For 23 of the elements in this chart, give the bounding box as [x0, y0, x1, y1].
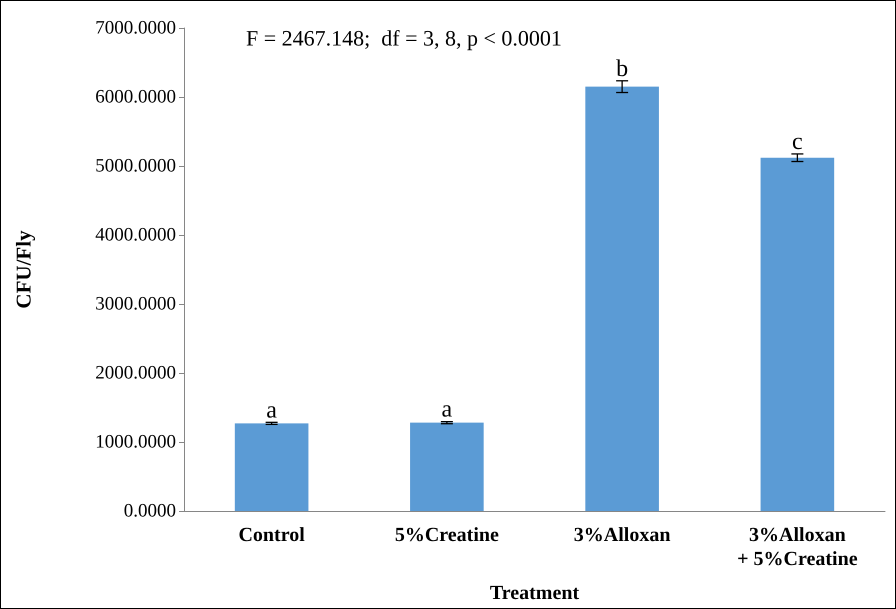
y-tick-label: 6000.0000 [95, 86, 176, 108]
y-tick-label: 5000.0000 [95, 156, 176, 176]
y-axis-title: CFU/Fly [12, 230, 36, 309]
annotation: a [442, 396, 453, 423]
annotation: a [266, 397, 278, 424]
x-axis-title: Treatment [490, 582, 580, 604]
bar [234, 423, 308, 511]
y-tick-label: 3000.0000 [95, 294, 176, 314]
annotation: c [792, 128, 803, 155]
x-tick-label: Control [238, 524, 306, 546]
annotation: F = 2467.148; df = 3, 8, p < 0.0001 [246, 26, 562, 50]
annotation: b [616, 56, 628, 82]
y-tick-label: 1000.0000 [95, 432, 176, 452]
bar [760, 158, 834, 511]
x-tick-label: 3%Alloxan + 5%Creatine [737, 524, 858, 570]
bar [410, 422, 484, 511]
x-tick-label: 3%Alloxan [574, 524, 670, 546]
bar [585, 86, 659, 511]
y-tick-label: 7000.0000 [95, 18, 176, 38]
y-tick-label: 0.0000 [124, 500, 176, 522]
y-tick-label: 2000.0000 [95, 362, 176, 384]
x-tick-label: 5%Creatine [394, 524, 500, 546]
y-tick-label: 4000.0000 [95, 224, 176, 246]
